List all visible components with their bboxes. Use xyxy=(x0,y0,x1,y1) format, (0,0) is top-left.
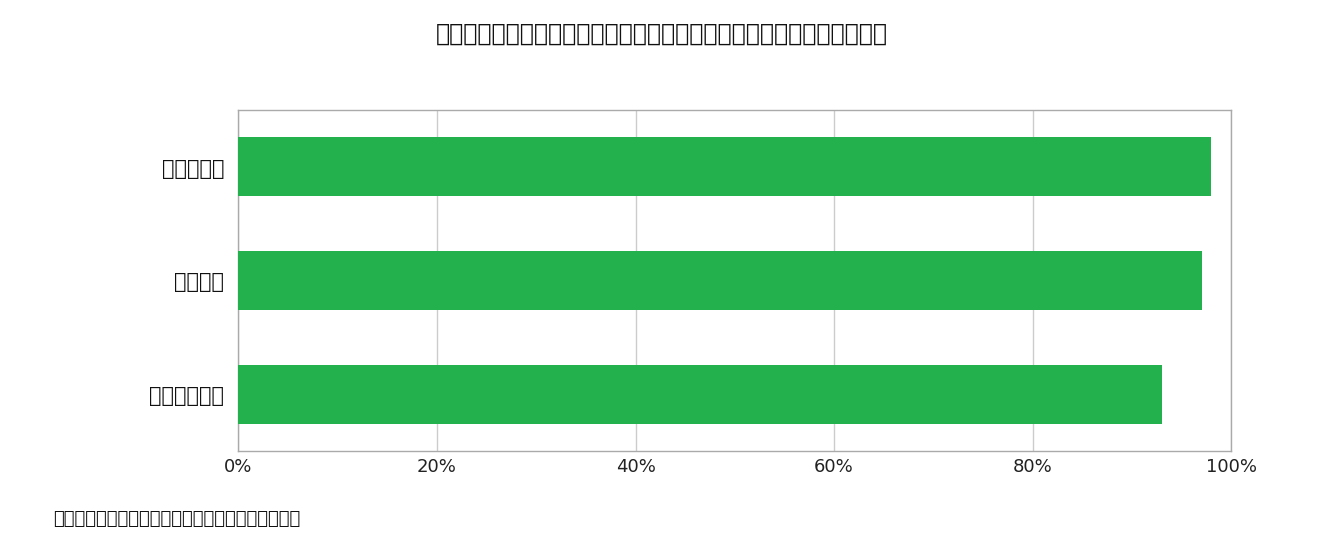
Bar xyxy=(238,138,1211,196)
Bar xyxy=(238,365,1162,424)
Bar xyxy=(238,251,1202,310)
Text: （フォンデアライエン欧州委員長講演を基に作成）: （フォンデアライエン欧州委員長講演を基に作成） xyxy=(53,510,301,528)
Text: 図表：ＥＵのグリーン移行に必要な原材料の調達先に占める中国の割合: 図表：ＥＵのグリーン移行に必要な原材料の調達先に占める中国の割合 xyxy=(436,22,888,46)
